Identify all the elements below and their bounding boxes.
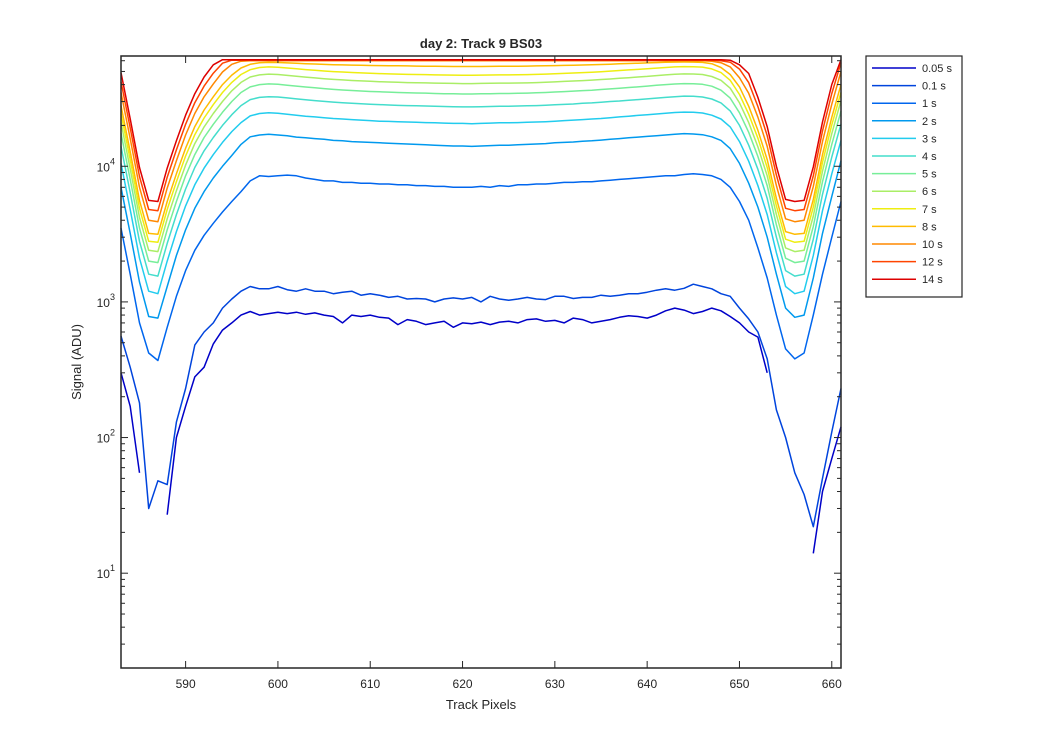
legend-label: 3 s — [922, 133, 937, 145]
axes-box — [120, 55, 842, 669]
y-axis-label: Signal (ADU) — [69, 324, 84, 400]
x-ticks: 590 600 610 620 630 640 650 660 — [176, 56, 842, 691]
legend-label: 10 s — [922, 239, 943, 251]
x-tick-label: 600 — [268, 677, 288, 691]
series-line-6-s — [120, 73, 842, 253]
x-tick-label: 590 — [176, 677, 196, 691]
series-line-2-s — [120, 132, 842, 319]
legend-label: 12 s — [922, 257, 943, 269]
legend-label: 4 s — [922, 151, 937, 163]
legend-label: 5 s — [922, 169, 937, 181]
legend-label: 2 s — [922, 116, 937, 128]
legend-label: 14 s — [922, 274, 943, 286]
series-line-1-s — [120, 173, 842, 362]
y-tick-label: 104 — [97, 156, 115, 174]
series-line-14-s — [120, 58, 842, 203]
legend-label: 0.1 s — [922, 81, 946, 93]
x-axis-label: Track Pixels — [446, 697, 517, 712]
plot-area — [121, 56, 841, 668]
x-tick-label: 660 — [822, 677, 842, 691]
series-layer — [120, 58, 842, 554]
legend-label: 1 s — [922, 98, 937, 110]
series-line-3-s — [120, 111, 842, 295]
legend-label: 8 s — [922, 221, 937, 233]
y-tick-label: 102 — [97, 428, 115, 446]
legend-box — [865, 55, 963, 298]
series-line-7-s — [120, 65, 842, 244]
legend-label: 0.05 s — [922, 63, 952, 75]
x-tick-label: 630 — [545, 677, 565, 691]
y-tick-label: 103 — [97, 292, 115, 310]
y-tick-label: 101 — [97, 563, 115, 581]
x-tick-label: 620 — [453, 677, 473, 691]
series-line-8-s — [120, 61, 842, 236]
legend-label: 6 s — [922, 186, 937, 198]
legend[interactable]: 0.05 s 0.1 s 1 s 2 s 3 s 4 s 5 s 6 s 7 s 8 s 10 s 1… — [865, 55, 963, 298]
y-ticks: 101 102 103 104 — [97, 60, 841, 669]
x-tick-label: 640 — [637, 677, 657, 691]
legend-label: 7 s — [922, 204, 937, 216]
chart-title: day 2: Track 9 BS03 — [420, 36, 542, 51]
legend-items: 0.05 s 0.1 s 1 s 2 s 3 s 4 s 5 s 6 s 7 s 8 s 10 s 1… — [872, 63, 952, 286]
series-line-5-s — [120, 82, 842, 264]
series-line-4-s — [120, 95, 842, 277]
x-tick-label: 650 — [729, 677, 749, 691]
series-line-0-05-s — [120, 307, 842, 554]
series-line-0-1-s — [120, 283, 842, 528]
x-tick-label: 610 — [360, 677, 380, 691]
